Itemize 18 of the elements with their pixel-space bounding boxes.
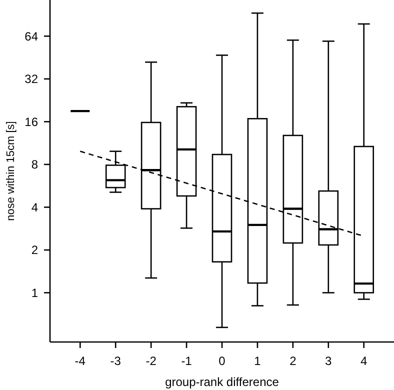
y-tick-label: 2 <box>31 243 38 258</box>
y-tick-label: 4 <box>31 200 38 214</box>
x-axis-title: group-rank difference <box>165 375 280 389</box>
x-tick-label: 1 <box>254 354 262 368</box>
x-tick-label: -2 <box>146 354 157 368</box>
y-tick-label: 64 <box>24 29 38 44</box>
y-tick-label: 16 <box>24 114 38 129</box>
x-tick-label: -1 <box>181 354 192 368</box>
x-tick-label: 2 <box>290 354 297 368</box>
x-tick-label: -3 <box>110 354 122 368</box>
y-tick-label: 32 <box>24 72 38 86</box>
y-tick-label: 8 <box>31 158 38 172</box>
x-tick-label: 4 <box>360 354 368 368</box>
x-tick-label: -4 <box>74 354 86 368</box>
x-tick-label: 3 <box>325 354 332 368</box>
y-tick-label: 1 <box>31 286 38 300</box>
y-axis-title: nose within 15cm [s] <box>4 121 17 221</box>
x-tick-label: 0 <box>218 354 226 368</box>
